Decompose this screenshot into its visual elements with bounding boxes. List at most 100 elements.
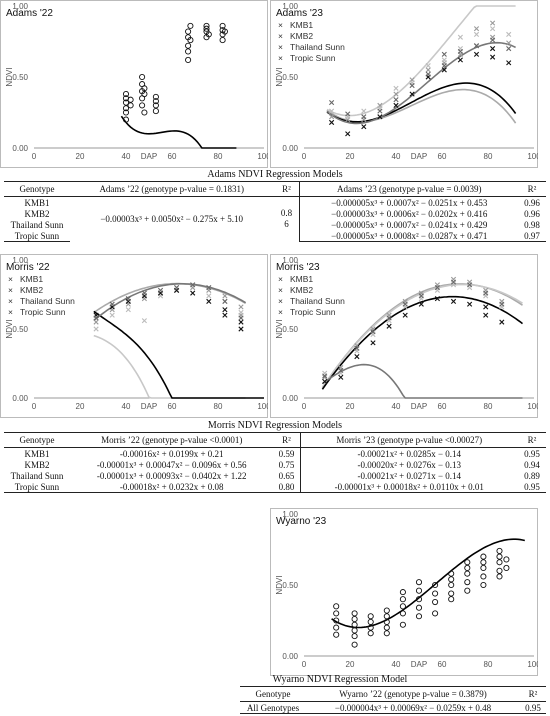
data-point	[490, 37, 496, 43]
chart-title: Morris '23	[276, 262, 320, 273]
data-point	[351, 641, 358, 648]
data-point	[457, 34, 463, 40]
data-point	[425, 71, 431, 77]
genotype-cell: KMB2	[24, 459, 50, 470]
data-point	[383, 618, 390, 625]
r2-cell: 0.59	[273, 447, 301, 459]
data-point	[322, 378, 328, 385]
data-point	[480, 581, 487, 589]
data-point	[418, 293, 424, 299]
genotype-cell: Thailand Sunn	[10, 219, 64, 230]
marker-stroke	[418, 301, 424, 307]
marker-stroke	[206, 293, 212, 299]
chart-title: Wyarno '23	[276, 516, 327, 527]
data-point	[125, 307, 131, 313]
regression-curve	[93, 283, 247, 322]
adams-h-23: Adams ’23 (genotype p-value = 0.0039)	[299, 181, 519, 197]
data-point	[333, 631, 340, 638]
data-point	[125, 296, 131, 302]
x-tick-label: 0	[32, 402, 37, 411]
marker-stroke	[109, 312, 115, 318]
equation-cell: -0.00001x³ + 0.00047x² − 0.0096x + 0.56	[96, 459, 247, 470]
chart-adams-22-svg: 0.00 0.50 1.00 0 20 40 60 80 100 DAP NDVI Adams '22	[0, 0, 268, 168]
marker-stroke	[457, 34, 463, 40]
data-point	[351, 627, 358, 634]
y-tick-label: 0.00	[12, 144, 28, 153]
marker-stroke	[386, 315, 392, 321]
adams-h-22: Adams ’22 (genotype p-value = 0.1831)	[69, 181, 274, 197]
x-tick-label: 100	[257, 402, 268, 411]
chart-title: Adams '22	[6, 8, 53, 19]
marker-stroke	[473, 51, 480, 57]
legend-label: KMB2	[290, 31, 313, 41]
marker-stroke	[490, 54, 496, 60]
data-point	[415, 604, 423, 611]
x-tick-label: 100	[527, 152, 538, 161]
y-tick-label: 0.50	[12, 325, 28, 334]
r2-cell: 0.96	[524, 208, 540, 219]
adams22-r2-a: 0.8	[280, 208, 293, 219]
data-point	[473, 26, 480, 32]
x-tick-label: 60	[168, 152, 177, 161]
data-point	[399, 603, 406, 610]
equation-cell: -0.00018x² + 0.0232x + 0.08	[69, 481, 274, 493]
adams22-equation: −0.00003x³ + 0.0050x² − 0.275x + 5.10	[100, 214, 244, 225]
data-point	[152, 93, 159, 100]
y-tick-label: 0.50	[282, 325, 298, 334]
marker-stroke	[425, 63, 431, 69]
chart-morris-22: 0.00 0.50 1.00 0 20 40 60 80 100 DAP NDVI Morris '2…	[0, 254, 268, 418]
data-point	[383, 613, 390, 620]
marker-stroke	[238, 309, 244, 316]
data-point	[367, 618, 374, 625]
data-point	[383, 630, 390, 637]
equation-cell: −0.000005x³ + 0.0007x² − 0.0241x + 0.429	[331, 219, 488, 230]
wyarno-caption: Wyarno NDVI Regression Model	[272, 674, 408, 685]
table-row: Tropic Sunn −0.000005x³ + 0.0008x² − 0.0…	[4, 230, 546, 242]
data-point	[370, 329, 376, 335]
data-point	[418, 301, 424, 307]
r2-cell: 0.96	[524, 197, 540, 208]
data-point	[93, 319, 99, 325]
marker-stroke	[157, 287, 164, 293]
wyarno-h-r2: R²	[520, 686, 546, 702]
data-point	[361, 124, 367, 130]
data-point	[434, 285, 440, 291]
equation-cell: -0.00001x³ + 0.00093x² − 0.0402x + 1.22	[96, 470, 247, 481]
data-point	[496, 559, 503, 566]
data-point	[322, 374, 328, 380]
data-point	[354, 354, 360, 360]
data-point	[399, 621, 406, 628]
data-point	[480, 559, 487, 566]
genotype-cell: All Genotypes	[240, 701, 306, 714]
marker-stroke	[450, 279, 457, 285]
data-point	[467, 282, 473, 288]
legend-label: Tropic Sunn	[20, 307, 66, 317]
r2-cell: 0.95	[524, 448, 540, 459]
marker-stroke	[238, 319, 244, 325]
marker-stroke	[338, 374, 344, 380]
data-point	[152, 98, 159, 105]
data-point	[377, 108, 383, 114]
x-tick-label: 60	[438, 660, 447, 669]
chart-morris-22-svg: 0.00 0.50 1.00 0 20 40 60 80 100 DAP NDVI Morris '2…	[0, 254, 268, 418]
data-point	[219, 37, 226, 44]
marker-stroke	[473, 31, 480, 37]
data-point	[450, 279, 457, 285]
table-row: Tropic Sunn -0.00018x² + 0.0232x + 0.08 …	[4, 481, 546, 493]
genotype-cell: Tropic Sunn	[4, 481, 70, 493]
marker-stroke	[354, 345, 360, 351]
marker-stroke	[141, 290, 147, 296]
y-axis-label: NDVI	[275, 319, 284, 338]
morris-caption: Morris NDVI Regression Models	[207, 420, 343, 431]
data-point	[238, 319, 244, 325]
y-axis-label: NDVI	[275, 575, 284, 594]
legend-marker: ×	[278, 20, 283, 30]
legend-label: Thailand Sunn	[20, 296, 75, 306]
marker-stroke	[393, 102, 399, 108]
data-point	[496, 573, 503, 580]
data-point	[393, 91, 399, 97]
legend-marker: ×	[8, 285, 13, 295]
marker-stroke	[483, 304, 489, 310]
data-point	[506, 60, 512, 66]
legend-label: KMB1	[290, 20, 313, 30]
